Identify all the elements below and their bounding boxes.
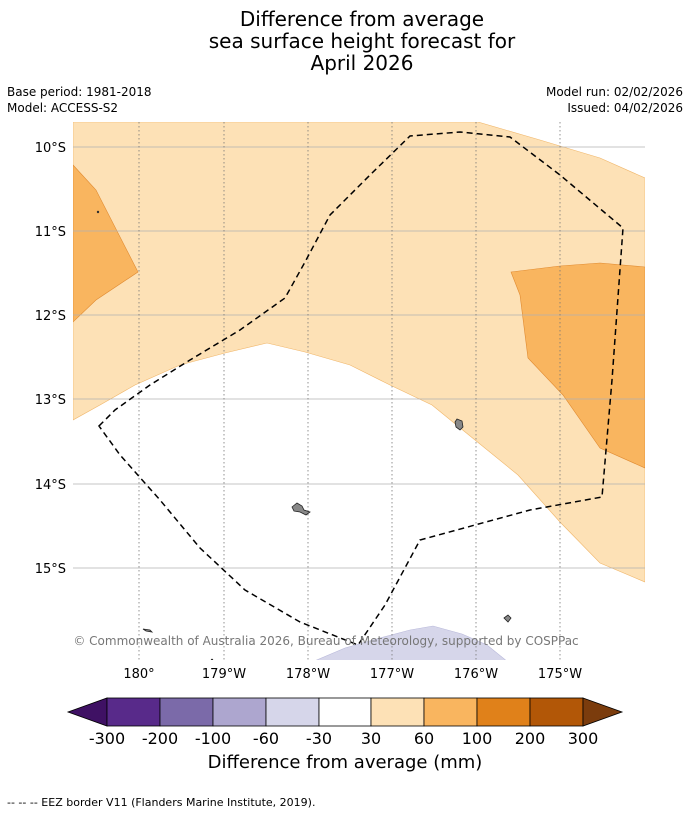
anomaly-30-60-region bbox=[73, 122, 645, 583]
lon-label-177w: 177°W bbox=[370, 667, 414, 682]
lat-label-13s: 13°S bbox=[35, 393, 66, 408]
colorbar-seg-30-60 bbox=[370, 697, 425, 727]
island-wallis bbox=[454, 418, 464, 431]
lat-label-12s: 12°S bbox=[35, 309, 66, 324]
model-run: Model run: 02/02/2026 bbox=[545, 85, 683, 99]
colorbar-tick-label: -60 bbox=[253, 729, 279, 748]
anomaly-60-100-east bbox=[510, 262, 645, 469]
map-area: © Commonwealth of Australia 2026, Bureau… bbox=[73, 122, 645, 660]
lat-axis: 10°S 11°S 12°S 13°S 14°S 15°S bbox=[35, 141, 66, 577]
map-title: Difference from average sea surface heig… bbox=[0, 8, 690, 74]
island-niuafoou bbox=[503, 614, 512, 623]
colorbar-extend-high bbox=[582, 697, 624, 727]
meta-left: Base period: 1981-2018 Model: ACCESS-S2 bbox=[7, 84, 152, 116]
colorbar-seg-100-200-neg bbox=[159, 697, 214, 727]
title-line-1: Difference from average bbox=[239, 7, 485, 31]
meta-right: Model run: 02/02/2026 Issued: 04/02/2026 bbox=[546, 84, 683, 116]
lat-label-10s: 10°S bbox=[35, 141, 66, 156]
islet-dot bbox=[96, 210, 100, 214]
colorbar-tick-label: -300 bbox=[89, 729, 125, 748]
issued-date: Issued: 04/02/2026 bbox=[567, 101, 683, 115]
eez-border bbox=[98, 131, 624, 646]
lon-label-180: 180° bbox=[123, 667, 154, 682]
lat-label-15s: 15°S bbox=[35, 562, 66, 577]
colorbar-seg-200-300 bbox=[529, 697, 584, 727]
base-period: Base period: 1981-2018 bbox=[7, 85, 152, 99]
island-futuna bbox=[291, 502, 311, 516]
lat-gridlines bbox=[73, 146, 645, 569]
islet-dot-south bbox=[210, 658, 214, 660]
map-copyright: © Commonwealth of Australia 2026, Bureau… bbox=[73, 634, 578, 648]
colorbar-seg-200-300-neg bbox=[106, 697, 161, 727]
colorbar-tick-label: 100 bbox=[462, 729, 493, 748]
colorbar-seg-100-200 bbox=[476, 697, 531, 727]
title-line-3: April 2026 bbox=[310, 51, 414, 75]
colorbar-tick-label: 30 bbox=[361, 729, 381, 748]
title-line-2: sea surface height forecast for bbox=[208, 29, 516, 53]
colorbar-tick-label: 60 bbox=[414, 729, 434, 748]
lon-label-179w: 179°W bbox=[202, 667, 246, 682]
colorbar: -300 -200 -100 -60 -30 30 60 100 200 300 bbox=[66, 697, 624, 748]
colorbar-title: Difference from average (mm) bbox=[207, 752, 483, 773]
colorbar-tick-label: 300 bbox=[568, 729, 599, 748]
colorbar-seg-60-100 bbox=[423, 697, 478, 727]
anomaly-minus30-region bbox=[315, 625, 507, 660]
lat-label-11s: 11°S bbox=[35, 225, 66, 240]
island-rotuma-edge bbox=[142, 628, 154, 633]
colorbar-tick-label: -30 bbox=[306, 729, 332, 748]
lon-label-178w: 178°W bbox=[286, 667, 330, 682]
lon-label-176w: 176°W bbox=[454, 667, 498, 682]
colorbar-tick-label: 200 bbox=[515, 729, 546, 748]
colorbar-tick-label: -200 bbox=[142, 729, 178, 748]
colorbar-seg-60-100-neg bbox=[212, 697, 267, 727]
colorbar-extend-low bbox=[66, 697, 108, 727]
anomaly-60-100-west bbox=[73, 164, 139, 323]
eez-legend: -- -- -- EEZ border V11 (Flanders Marine… bbox=[7, 796, 316, 809]
colorbar-seg-neutral bbox=[318, 697, 372, 727]
colorbar-tick-label: -100 bbox=[195, 729, 231, 748]
islands bbox=[96, 210, 512, 660]
model-name: Model: ACCESS-S2 bbox=[7, 101, 119, 115]
lat-label-14s: 14°S bbox=[35, 478, 66, 493]
colorbar-seg-30-60-neg bbox=[265, 697, 320, 727]
lon-label-175w: 175°W bbox=[538, 667, 582, 682]
lon-axis: 180° 179°W 178°W 177°W 176°W 175°W bbox=[123, 667, 582, 682]
